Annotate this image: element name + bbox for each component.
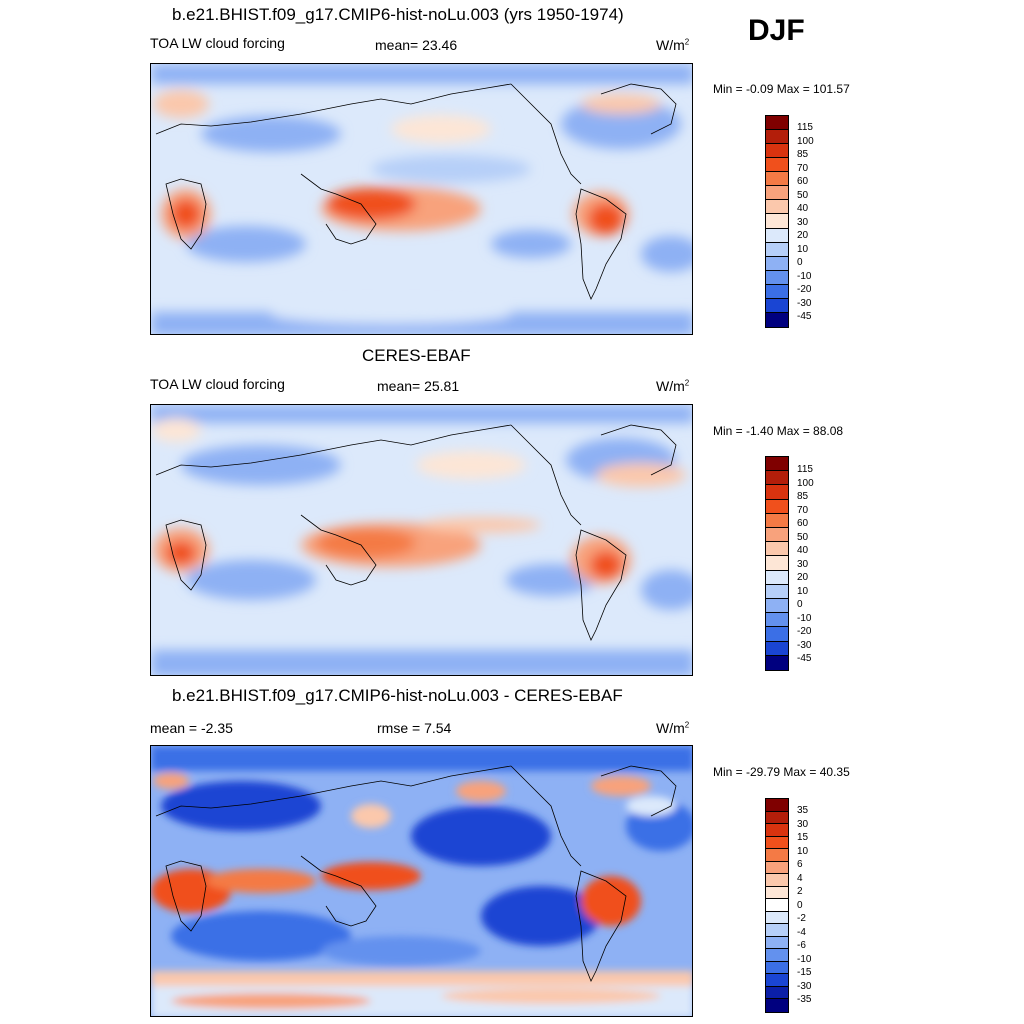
tick-label: 0 bbox=[797, 899, 803, 911]
tick-label: 35 bbox=[797, 805, 809, 816]
tick-label: -20 bbox=[797, 284, 812, 295]
tick-label: 85 bbox=[797, 149, 809, 160]
tick-label: -30 bbox=[797, 297, 812, 309]
tick-label: 6 bbox=[797, 859, 803, 870]
tick-label: 15 bbox=[797, 832, 809, 843]
tick-label: -20 bbox=[797, 626, 812, 637]
tick-label: -10 bbox=[797, 953, 812, 965]
tick-label: -6 bbox=[797, 940, 806, 951]
tick-label: 2 bbox=[797, 886, 803, 897]
panel-3-minmax: Min = -29.79 Max = 40.35 bbox=[713, 765, 850, 779]
tick-label: 30 bbox=[797, 818, 809, 830]
tick-label: 50 bbox=[797, 189, 809, 201]
tick-label: -10 bbox=[797, 612, 812, 624]
panel-2-mean: mean= 25.81 bbox=[377, 378, 460, 394]
tick-label: 40 bbox=[797, 545, 809, 556]
tick-label: 10 bbox=[797, 845, 809, 857]
tick-label: 100 bbox=[797, 477, 814, 489]
panel-1-minmax: Min = -0.09 Max = 101.57 bbox=[713, 82, 850, 96]
tick-label: 85 bbox=[797, 491, 809, 502]
panel-3-colorbar bbox=[765, 798, 789, 1013]
panel-1-map bbox=[150, 63, 693, 335]
season-label: DJF bbox=[748, 14, 805, 47]
tick-label: 30 bbox=[797, 216, 809, 228]
panel-2-field-label: TOA LW cloud forcing bbox=[150, 376, 285, 392]
tick-label: -30 bbox=[797, 639, 812, 651]
tick-label: 70 bbox=[797, 162, 809, 174]
panel-1-units: W/m2 bbox=[656, 37, 690, 53]
tick-label: 20 bbox=[797, 572, 809, 583]
tick-label: 60 bbox=[797, 518, 809, 529]
panel-3-map bbox=[150, 745, 693, 1017]
panel-2-colorbar bbox=[765, 456, 789, 671]
tick-label: 60 bbox=[797, 176, 809, 187]
tick-label: 40 bbox=[797, 203, 809, 214]
tick-label: 0 bbox=[797, 599, 803, 610]
tick-label: -4 bbox=[797, 926, 806, 938]
panel-1-field-label: TOA LW cloud forcing bbox=[150, 35, 285, 51]
tick-label: -35 bbox=[797, 994, 812, 1005]
panel-3-units: W/m2 bbox=[656, 720, 690, 736]
panel-3-rmse: rmse = 7.54 bbox=[377, 720, 452, 736]
tick-label: 30 bbox=[797, 558, 809, 570]
tick-label: 0 bbox=[797, 257, 803, 268]
panel-2-units: W/m2 bbox=[656, 378, 690, 394]
tick-label: 115 bbox=[797, 464, 813, 475]
panel-3-mean: mean = -2.35 bbox=[150, 720, 233, 736]
tick-label: 100 bbox=[797, 135, 814, 147]
tick-label: -45 bbox=[797, 653, 812, 664]
tick-label: -45 bbox=[797, 311, 812, 322]
panel-1-colorbar bbox=[765, 115, 789, 328]
panel-1-mean: mean= 23.46 bbox=[375, 37, 458, 53]
panel-1-title: b.e21.BHIST.f09_g17.CMIP6-hist-noLu.003 … bbox=[172, 5, 624, 24]
tick-label: -2 bbox=[797, 913, 806, 924]
panel-2-minmax: Min = -1.40 Max = 88.08 bbox=[713, 424, 844, 438]
tick-label: -30 bbox=[797, 980, 812, 992]
tick-label: 10 bbox=[797, 585, 809, 597]
panel-3-title: b.e21.BHIST.f09_g17.CMIP6-hist-noLu.003 … bbox=[172, 686, 623, 705]
tick-label: 4 bbox=[797, 872, 803, 884]
tick-label: 50 bbox=[797, 531, 809, 543]
tick-label: 70 bbox=[797, 504, 809, 516]
tick-label: -15 bbox=[797, 967, 812, 978]
tick-label: -10 bbox=[797, 270, 812, 282]
panel-2-title: CERES-EBAF bbox=[362, 346, 471, 365]
tick-label: 20 bbox=[797, 230, 809, 241]
tick-label: 10 bbox=[797, 243, 809, 255]
panel-2-map bbox=[150, 404, 693, 676]
tick-label: 115 bbox=[797, 122, 813, 133]
